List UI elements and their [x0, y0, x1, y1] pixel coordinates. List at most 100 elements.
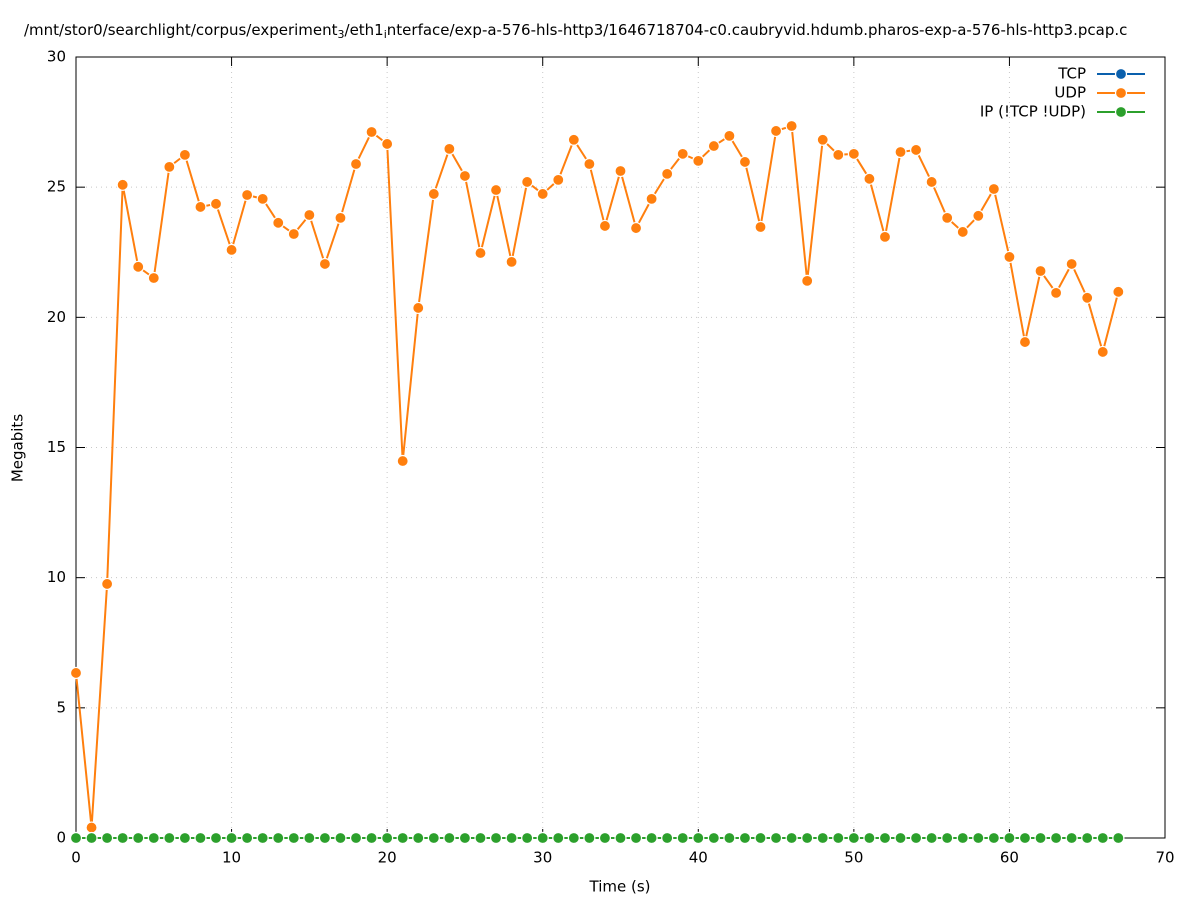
y-tick-label: 10 — [47, 568, 66, 586]
data-point — [769, 124, 783, 138]
data-point — [629, 831, 643, 845]
data-point — [614, 164, 627, 178]
data-point — [489, 831, 503, 845]
data-point — [116, 178, 129, 191]
data-point — [396, 831, 409, 845]
data-point — [381, 831, 394, 845]
y-tick-label: 15 — [47, 438, 66, 456]
legend-label: IP (!TCP !UDP) — [980, 103, 1086, 121]
y-tick-label: 5 — [56, 698, 66, 716]
data-point — [1112, 831, 1125, 845]
data-point — [147, 831, 160, 845]
data-point — [458, 831, 472, 845]
data-point — [909, 831, 923, 845]
data-point — [567, 831, 580, 845]
data-point — [754, 220, 767, 234]
data-point — [225, 831, 238, 845]
data-point — [132, 831, 145, 845]
data-point — [303, 208, 316, 222]
title-part: /mnt/stor0/searchlight/corpus/experiment — [24, 21, 338, 39]
data-point — [785, 119, 798, 133]
data-point — [1003, 831, 1016, 845]
data-point — [598, 219, 612, 233]
data-point — [894, 831, 907, 845]
data-point — [1049, 286, 1063, 299]
data-point — [1049, 831, 1063, 845]
legend-marker — [1114, 105, 1128, 119]
data-point — [474, 831, 487, 845]
data-point — [1081, 831, 1094, 845]
title-subscript: 3 — [338, 28, 345, 41]
data-point — [132, 260, 145, 273]
data-point — [287, 227, 300, 241]
data-point — [365, 831, 378, 845]
data-point — [69, 666, 83, 680]
data-point — [598, 831, 612, 845]
legend-label: UDP — [1054, 84, 1086, 102]
data-point — [101, 577, 114, 591]
data-point — [972, 209, 985, 222]
data-point — [909, 143, 923, 157]
data-point — [987, 182, 1000, 196]
data-point — [676, 831, 689, 845]
x-tick-label: 0 — [71, 849, 81, 867]
data-point — [505, 831, 518, 845]
data-point — [381, 137, 394, 151]
data-point — [832, 148, 845, 161]
data-point — [707, 831, 720, 845]
data-point — [272, 831, 285, 845]
data-point — [801, 831, 814, 845]
title-subscript: i — [384, 28, 387, 41]
data-point — [194, 200, 207, 214]
data-point — [552, 173, 565, 186]
data-point — [536, 831, 549, 845]
data-point — [972, 831, 985, 845]
data-point — [458, 169, 472, 183]
data-point — [801, 274, 814, 287]
data-point — [85, 821, 98, 834]
data-point — [987, 831, 1000, 845]
data-point — [1003, 250, 1016, 264]
x-tick-label: 50 — [844, 849, 863, 867]
data-point — [785, 831, 798, 845]
data-point — [676, 147, 689, 160]
data-point — [832, 831, 845, 845]
y-tick-label: 25 — [47, 178, 66, 196]
data-point — [147, 271, 160, 285]
data-point — [847, 831, 860, 845]
data-point — [863, 172, 876, 185]
data-point — [318, 257, 332, 271]
data-point — [816, 831, 829, 845]
data-point — [583, 157, 596, 171]
data-point — [318, 831, 332, 845]
data-point — [1081, 291, 1094, 304]
data-point — [723, 831, 736, 845]
data-point — [241, 188, 254, 202]
data-point — [925, 175, 938, 189]
data-point — [1112, 285, 1125, 298]
data-point — [941, 211, 954, 224]
data-point — [847, 147, 860, 160]
data-point — [816, 133, 829, 146]
data-point — [427, 187, 440, 201]
data-point — [1018, 335, 1032, 349]
data-point — [427, 831, 440, 845]
data-point — [754, 831, 767, 845]
data-point — [878, 230, 892, 243]
data-point — [614, 831, 627, 845]
data-point — [661, 167, 674, 180]
data-point — [272, 216, 285, 229]
legend-label: TCP — [1057, 65, 1086, 83]
data-point — [521, 831, 534, 845]
data-point — [163, 831, 176, 845]
y-tick-label: 0 — [56, 829, 66, 847]
legend-marker — [1114, 67, 1128, 81]
data-point — [241, 831, 254, 845]
data-point — [956, 831, 969, 845]
y-tick-label: 20 — [47, 308, 66, 326]
data-point — [645, 192, 658, 205]
x-tick-label: 70 — [1155, 849, 1174, 867]
data-point — [738, 155, 752, 169]
data-point — [489, 183, 503, 197]
